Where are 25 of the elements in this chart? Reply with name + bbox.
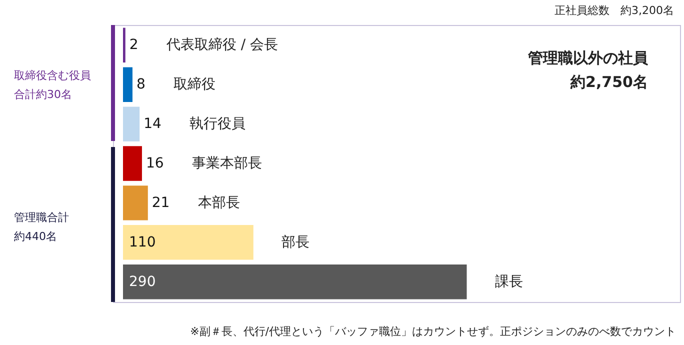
data-label: 21: [152, 194, 170, 211]
data-label: 16: [146, 156, 164, 172]
bar: [123, 264, 467, 300]
y-tick-label: 代表取締役 / 会長: [165, 37, 278, 54]
y-tick-label: 執行役員: [190, 116, 246, 132]
bar: [123, 67, 132, 102]
y-tick-label: 取締役: [173, 76, 216, 93]
y-tick-label: 事業本部長: [192, 156, 262, 172]
data-label: 290: [129, 274, 156, 290]
y-tick-label: 課長: [494, 274, 523, 290]
text: 管理職以外の社員約2,750名: [527, 48, 648, 93]
data-label: 8: [136, 76, 146, 93]
y-tick-label: 部長: [281, 234, 310, 250]
text: ※副＃長、代行/代理という「バッファ職位」はカウントせず。正ポジションのみのべ数でカウント: [190, 324, 676, 339]
data-label: 110: [129, 234, 156, 250]
bar: [123, 225, 254, 260]
text: 取締役含む役員合計約30名: [14, 68, 92, 103]
text: 管理職合計約440名: [14, 210, 70, 245]
data-label: 2: [129, 37, 138, 54]
y-tick-label: 本部長: [198, 194, 240, 211]
text: 正社員総数 約3,200名: [554, 3, 674, 18]
bar: [123, 186, 148, 220]
data-label: 14: [144, 116, 162, 132]
bar: [123, 146, 142, 181]
bar: [123, 106, 140, 142]
